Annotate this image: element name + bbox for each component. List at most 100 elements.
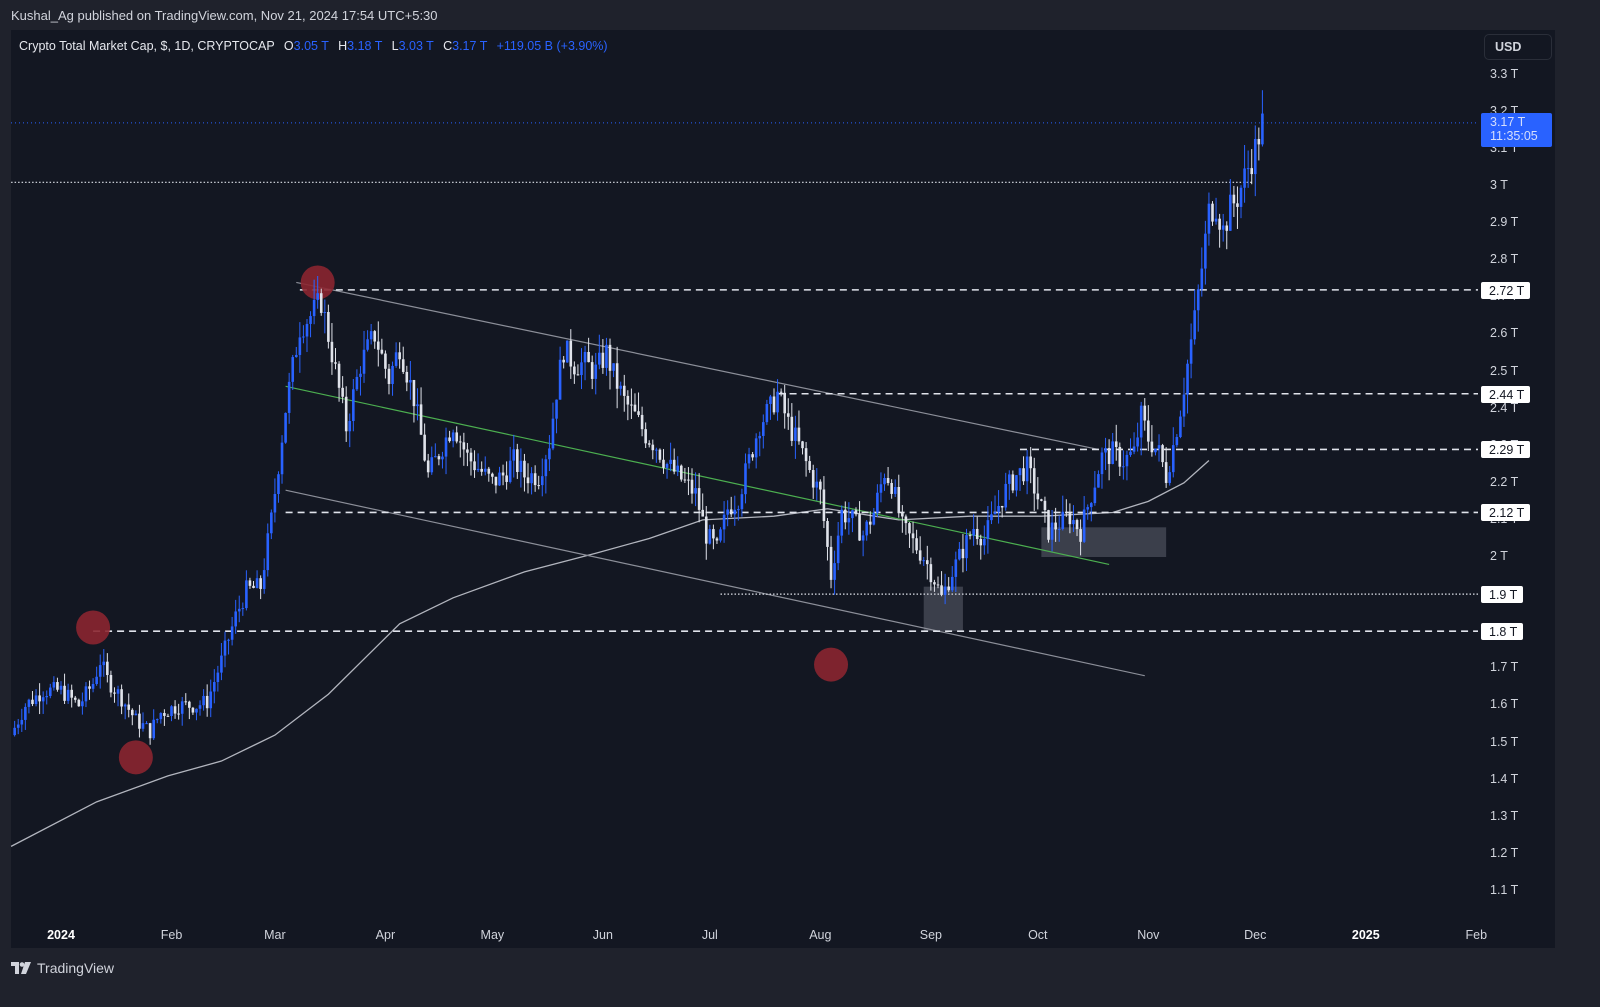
candle-down <box>487 468 491 474</box>
level-price-tag: 2.72 T <box>1481 281 1531 299</box>
candle-down <box>819 481 822 490</box>
candle-up <box>737 509 740 511</box>
candle-up <box>872 512 876 525</box>
candle-down <box>975 528 979 539</box>
candle-down <box>590 362 594 379</box>
candle-up <box>262 570 266 589</box>
candle-down <box>672 459 676 472</box>
time-tick-label: Feb <box>160 928 183 942</box>
time-tick-label: Dec <box>1244 928 1267 942</box>
candle-up <box>155 719 159 721</box>
candle-up <box>98 665 102 677</box>
candle-down <box>712 529 715 539</box>
candle-down <box>88 686 91 689</box>
candle-up <box>1025 456 1029 482</box>
candle-down <box>829 546 833 580</box>
candle-up <box>216 672 220 683</box>
level-price-tag: 2.44 T <box>1481 385 1531 403</box>
candle-up <box>1182 394 1186 417</box>
candle-up <box>180 701 184 714</box>
tradingview-brand[interactable]: TradingView <box>11 960 114 976</box>
pivot-marker <box>118 740 153 775</box>
candle-up <box>152 719 155 739</box>
candle-up <box>430 457 434 473</box>
last-price-tag: 3.17 T 11:35:05 <box>1481 113 1552 147</box>
candle-down <box>127 704 131 710</box>
candle-up <box>558 359 562 400</box>
price-tick-label: 2.5 T <box>1490 363 1519 378</box>
currency-button[interactable]: USD <box>1484 34 1552 60</box>
candle-down <box>259 578 262 589</box>
time-tick-label: Nov <box>1137 928 1160 942</box>
candle-up <box>544 459 548 477</box>
candle-up <box>1004 483 1008 508</box>
candle-up <box>551 418 555 449</box>
candle-up <box>719 529 722 541</box>
chart-legend: Crypto Total Market Cap, $, 1D, CRYPTOCA… <box>19 39 608 53</box>
candle-up <box>694 488 697 494</box>
candle-down <box>890 482 893 494</box>
candle-down <box>1040 499 1043 501</box>
candle-down <box>426 460 430 473</box>
candle-down <box>608 344 612 371</box>
candle-up <box>943 586 947 595</box>
close-label: C <box>443 39 453 53</box>
candle-down <box>1000 505 1004 508</box>
candle-up <box>990 514 993 521</box>
candle-up <box>255 578 259 588</box>
candle-down <box>173 706 177 714</box>
candle-up <box>1100 452 1104 475</box>
time-tick-label: Mar <box>264 928 286 942</box>
candle-up <box>476 468 480 471</box>
candle-up <box>444 437 448 457</box>
candle-down <box>1029 456 1032 469</box>
candle-up <box>1168 472 1172 483</box>
chart-panel[interactable] <box>11 30 1555 948</box>
candle-up <box>84 686 88 702</box>
candle-up <box>352 389 355 421</box>
candle-down <box>1075 520 1079 530</box>
candle-down <box>1225 225 1229 231</box>
candle-down <box>701 509 704 517</box>
moving-average-line <box>10 460 1210 847</box>
price-tick-label: 3.3 T <box>1490 66 1519 81</box>
candle-up <box>1243 168 1246 188</box>
candle-up <box>451 432 455 442</box>
candle-up <box>416 404 419 407</box>
candle-up <box>294 354 298 358</box>
candle-down <box>1068 513 1072 525</box>
candle-up <box>305 323 309 337</box>
candle-up <box>665 464 669 468</box>
channel-upper-line <box>296 281 1099 450</box>
candle-up <box>1061 511 1065 529</box>
zone-box <box>923 586 963 632</box>
candle-down <box>384 353 387 369</box>
candle-up <box>548 448 551 460</box>
candle-up <box>141 723 145 729</box>
candle-up <box>145 723 148 725</box>
candle-up <box>159 713 163 720</box>
candle-up <box>1097 474 1100 488</box>
candle-up <box>394 352 398 366</box>
candle-up <box>273 494 277 513</box>
publisher-line: Kushal_Ag published on TradingView.com, … <box>11 8 438 23</box>
candle-up <box>230 626 234 640</box>
candle-up <box>49 687 52 697</box>
high-value: 3.18 T <box>347 39 383 53</box>
candle-up <box>836 535 840 564</box>
candle-down <box>772 396 776 413</box>
candle-up <box>1157 445 1161 449</box>
candle-up <box>776 391 779 413</box>
candle-up <box>209 691 213 709</box>
candle-down <box>587 351 590 363</box>
candle-up <box>865 521 868 536</box>
candle-down <box>537 485 541 487</box>
last-price-value: 3.17 T <box>1490 115 1526 129</box>
candle-up <box>195 708 198 713</box>
candle-down <box>622 385 626 396</box>
candle-up <box>747 454 751 464</box>
candle-up <box>1196 289 1200 311</box>
candle-up <box>594 364 598 379</box>
candle-down <box>704 516 708 544</box>
